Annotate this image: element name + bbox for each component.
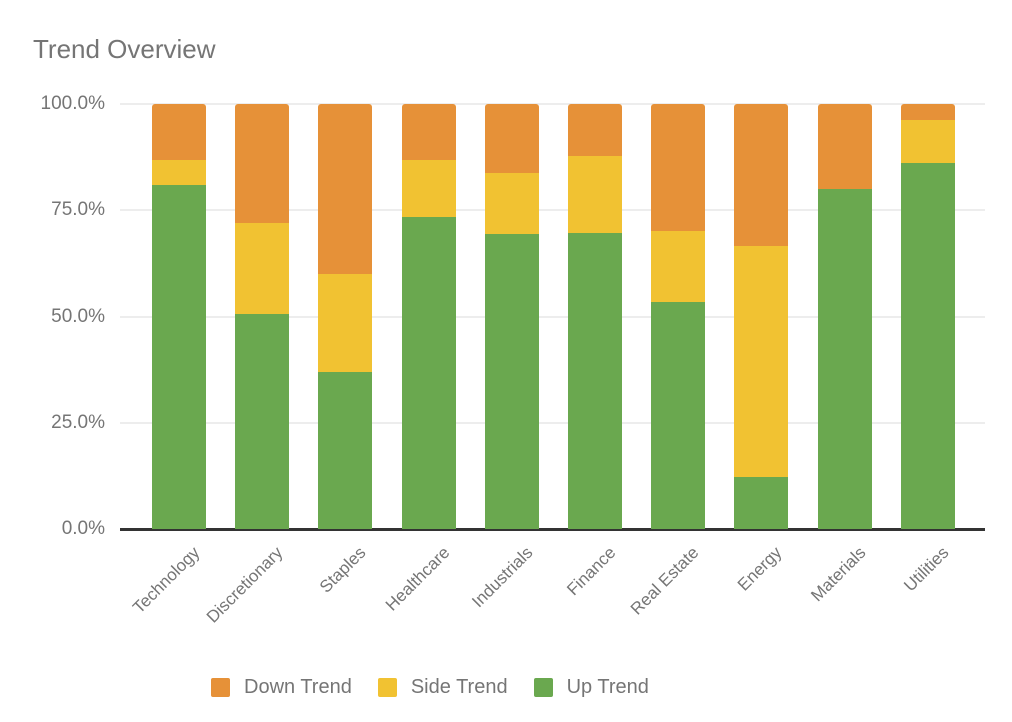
bar-segment-side-trend[interactable] — [568, 155, 622, 233]
y-axis-tick-label: 100.0% — [40, 93, 105, 114]
bar-segment-down-trend[interactable] — [318, 104, 373, 275]
side-trend-swatch-icon — [377, 678, 397, 697]
bar-segment-down-trend[interactable] — [401, 104, 456, 161]
down-trend-swatch-icon — [211, 678, 230, 697]
bar-segment-up-trend[interactable] — [900, 163, 955, 529]
x-axis-category-label: Staples — [316, 543, 370, 597]
bar-segment-side-trend[interactable] — [401, 160, 456, 218]
bar-segment-up-trend[interactable] — [318, 371, 373, 529]
x-axis-category-label: Finance — [563, 543, 620, 600]
x-axis-category-label: Technology — [129, 543, 204, 618]
bar-segment-up-trend[interactable] — [152, 184, 206, 529]
bar-segment-up-trend[interactable] — [817, 189, 872, 529]
bar-healthcare[interactable] — [401, 104, 456, 529]
bar-segment-side-trend[interactable] — [734, 245, 789, 478]
y-axis-tick-label: 75.0% — [51, 199, 105, 221]
legend-item-up-trend[interactable]: Up Trend — [533, 676, 649, 699]
x-axis-baseline — [120, 527, 985, 531]
bar-segment-down-trend[interactable] — [651, 104, 706, 232]
bar-finance[interactable] — [568, 104, 622, 529]
legend: Down Trend Side Trend Up Trend — [211, 676, 649, 699]
bar-staples[interactable] — [318, 104, 373, 529]
y-axis-tick-label: 50.0% — [51, 305, 105, 327]
legend-item-label: Up Trend — [566, 676, 649, 698]
bar-segment-side-trend[interactable] — [235, 222, 290, 315]
x-axis-category-label: Energy — [734, 543, 786, 595]
bar-segment-up-trend[interactable] — [235, 314, 290, 529]
bar-segment-down-trend[interactable] — [817, 104, 872, 190]
x-axis-category-label: Utilities — [900, 543, 953, 596]
bar-energy[interactable] — [734, 104, 789, 529]
bar-discretionary[interactable] — [235, 104, 290, 529]
bar-industrials[interactable] — [484, 104, 539, 529]
bar-materials[interactable] — [817, 104, 872, 529]
x-axis-category-label: Industrials — [468, 543, 537, 612]
bar-segment-side-trend[interactable] — [900, 120, 955, 164]
bar-segment-down-trend[interactable] — [152, 104, 206, 161]
gridline-100.0% — [120, 103, 985, 105]
bar-segment-down-trend[interactable] — [568, 104, 622, 156]
bar-segment-side-trend[interactable] — [152, 160, 206, 185]
bar-utilities[interactable] — [900, 104, 955, 529]
y-axis-tick-label: 25.0% — [51, 411, 105, 433]
y-axis-tick-label: 0.0% — [61, 518, 105, 539]
bar-segment-side-trend[interactable] — [484, 173, 539, 235]
bar-segment-down-trend[interactable] — [734, 104, 789, 246]
bar-segment-side-trend[interactable] — [651, 231, 706, 303]
bar-segment-down-trend[interactable] — [235, 104, 290, 223]
legend-item-label: Down Trend — [244, 676, 352, 698]
legend-item-down-trend[interactable]: Down Trend — [211, 676, 352, 699]
bar-segment-up-trend[interactable] — [568, 232, 622, 529]
bar-segment-side-trend[interactable] — [318, 274, 373, 372]
x-axis-category-label: Healthcare — [381, 543, 454, 615]
gridline-75.0% — [120, 209, 985, 212]
x-axis-category-label: Materials — [806, 543, 870, 606]
legend-item-side-trend[interactable]: Side Trend — [377, 676, 508, 699]
bar-segment-up-trend[interactable] — [734, 477, 789, 529]
legend-item-label: Side Trend — [410, 676, 508, 698]
x-axis-category-label: Discretionary — [203, 543, 287, 627]
bar-segment-down-trend[interactable] — [900, 104, 955, 121]
x-axis-category-label: Real Estate — [627, 543, 703, 619]
bar-segment-up-trend[interactable] — [484, 234, 539, 529]
bar-real-estate[interactable] — [651, 104, 706, 529]
up-trend-swatch-icon — [533, 678, 553, 697]
chart-title: Trend Overview — [33, 34, 216, 64]
gridline-50.0% — [120, 315, 985, 318]
bar-segment-up-trend[interactable] — [401, 217, 456, 529]
bar-segment-up-trend[interactable] — [651, 302, 706, 529]
bar-technology[interactable] — [152, 104, 206, 529]
gridline-25.0% — [120, 421, 985, 424]
bar-segment-down-trend[interactable] — [484, 104, 539, 174]
